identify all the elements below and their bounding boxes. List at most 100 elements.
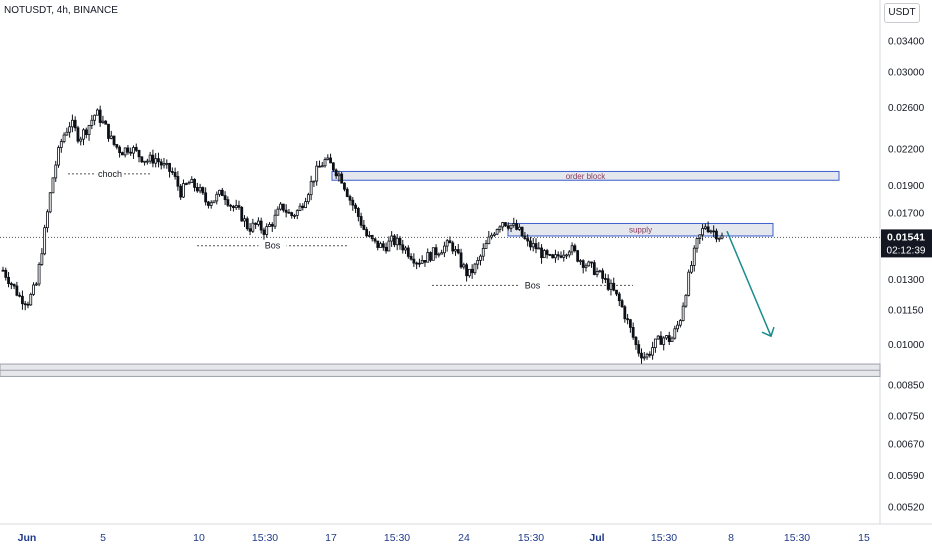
candle xyxy=(68,122,72,138)
candle xyxy=(23,300,27,311)
candle xyxy=(598,269,602,273)
candle xyxy=(184,182,188,186)
candle xyxy=(107,123,110,142)
candle-body xyxy=(406,247,410,257)
annotation-label: Bos xyxy=(525,280,541,290)
candle xyxy=(193,178,196,192)
candle xyxy=(281,203,285,213)
candle xyxy=(634,336,638,350)
currency-button[interactable]: USDT xyxy=(884,3,920,23)
candle-body xyxy=(520,226,524,237)
candle-body xyxy=(229,204,233,207)
candle-body xyxy=(645,353,649,358)
candle-body xyxy=(492,233,496,236)
candle xyxy=(451,240,455,255)
candle xyxy=(270,222,274,233)
candle xyxy=(454,245,457,256)
candle xyxy=(445,238,449,252)
candle-body xyxy=(426,252,430,263)
candle xyxy=(670,336,674,342)
candle-body xyxy=(18,294,22,297)
candle xyxy=(51,177,55,194)
candle-body xyxy=(670,337,674,342)
candle-body xyxy=(234,205,238,209)
candle xyxy=(212,200,216,204)
candle xyxy=(631,322,635,340)
candle-body xyxy=(43,227,47,255)
candle-body xyxy=(348,196,352,201)
candle-body xyxy=(79,138,83,142)
candle xyxy=(187,180,191,185)
candle-body xyxy=(467,268,471,277)
annotation-bg xyxy=(96,167,124,180)
candle xyxy=(479,254,482,266)
candle xyxy=(273,209,277,230)
candle-body xyxy=(273,214,277,227)
candle-body xyxy=(101,120,105,123)
candle xyxy=(592,260,596,276)
candle xyxy=(109,130,113,140)
y-tick-label: 0.00850 xyxy=(888,381,925,392)
candle-body xyxy=(306,194,310,203)
candle-body xyxy=(315,165,319,182)
candle xyxy=(159,158,163,170)
candle xyxy=(112,135,116,147)
candle-body xyxy=(76,127,80,142)
candle-body xyxy=(207,201,210,206)
candle-body xyxy=(140,156,144,163)
candle xyxy=(437,252,441,258)
candle xyxy=(215,191,219,205)
candle-body xyxy=(256,220,260,225)
candle-body xyxy=(440,252,444,255)
candle xyxy=(501,221,505,232)
candle-body xyxy=(182,183,185,198)
candle xyxy=(470,264,474,279)
candle xyxy=(134,143,138,153)
candle-body xyxy=(470,268,474,274)
candle xyxy=(331,162,335,173)
candle-body xyxy=(198,187,202,192)
candle-body xyxy=(68,126,72,133)
candle-body xyxy=(717,237,721,240)
candle-body xyxy=(201,187,205,194)
candle xyxy=(276,206,280,216)
candle-body xyxy=(701,228,704,236)
candle xyxy=(526,234,530,247)
candle xyxy=(290,211,294,219)
candle xyxy=(115,144,119,150)
candle xyxy=(540,244,543,264)
candle xyxy=(556,251,560,261)
candle-body xyxy=(570,245,574,253)
candle xyxy=(393,234,396,248)
candle-body xyxy=(115,144,119,148)
candle-body xyxy=(595,271,599,275)
candle-body xyxy=(429,252,432,261)
candle-body xyxy=(12,283,16,287)
candle-body xyxy=(404,247,407,251)
candle xyxy=(551,253,555,259)
x-tick-label: Jun xyxy=(18,532,37,544)
candle-body xyxy=(309,181,313,196)
candle xyxy=(376,240,380,251)
candle xyxy=(84,127,88,139)
candle xyxy=(387,236,391,252)
candle xyxy=(34,281,38,286)
candle xyxy=(687,269,691,297)
candle xyxy=(301,203,305,211)
candle xyxy=(706,221,710,234)
candle-body xyxy=(534,243,538,250)
candle-body xyxy=(601,270,605,279)
candle xyxy=(118,145,121,158)
candle xyxy=(151,149,155,168)
y-tick-label: 0.01900 xyxy=(888,181,925,192)
candle-body xyxy=(293,215,296,217)
candle xyxy=(37,262,41,287)
candle-body xyxy=(579,260,582,263)
candle-body xyxy=(59,141,63,148)
candle-body xyxy=(512,223,516,226)
candle xyxy=(404,245,407,254)
candle xyxy=(567,250,571,258)
candle-body xyxy=(628,319,632,328)
candle xyxy=(368,231,371,238)
